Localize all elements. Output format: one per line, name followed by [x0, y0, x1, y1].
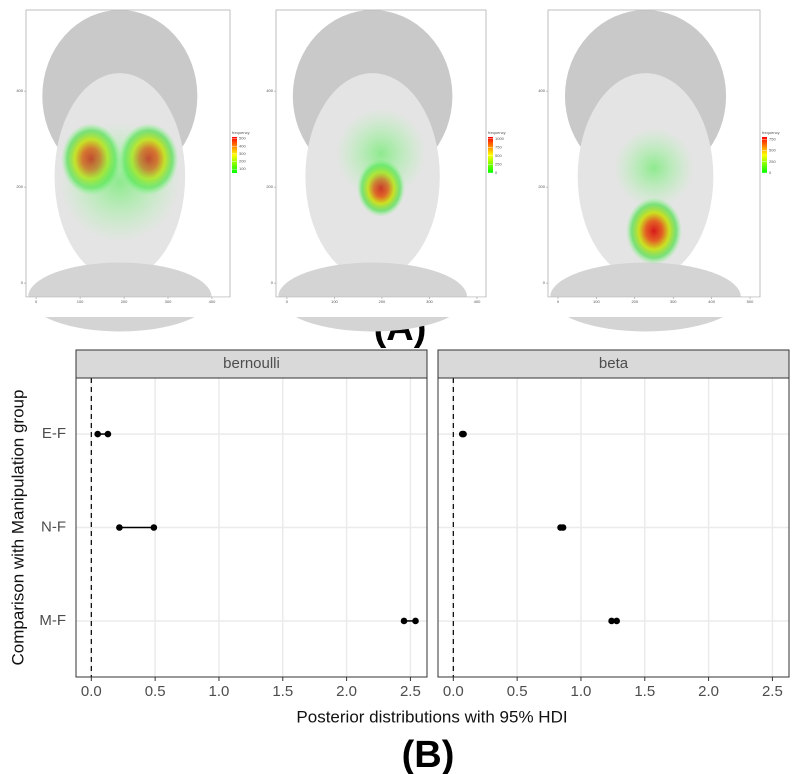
- legend-label: 200: [239, 159, 246, 164]
- x-tick-label: 300: [670, 299, 677, 304]
- y-tick-label: 200: [538, 184, 545, 189]
- x-tick-label: 2.0: [336, 683, 357, 700]
- x-tick-label: 0.0: [81, 683, 102, 700]
- clip-bottom: [548, 297, 760, 317]
- heat-spot: [626, 197, 682, 265]
- x-tick-label: 2.5: [762, 683, 783, 700]
- legend-bar: [232, 137, 237, 173]
- strip-label: beta: [599, 355, 629, 372]
- legend-label: 1000: [495, 136, 505, 141]
- clip-bottom: [276, 297, 486, 317]
- legend-label: 250: [769, 159, 776, 164]
- legend-title: frequency: [232, 130, 250, 135]
- legend-label: 500: [239, 136, 246, 141]
- heat-spot: [614, 127, 694, 208]
- strip: [437, 349, 790, 379]
- x-tick-label: 0.0: [443, 683, 464, 700]
- x-tick-label: 1.5: [272, 683, 293, 700]
- clip-bottom: [26, 297, 230, 317]
- legend-label: 250: [495, 161, 502, 166]
- x-tick-label: 400: [474, 299, 481, 304]
- dot: [116, 524, 123, 531]
- legend-title: frequency: [488, 130, 506, 135]
- x-tick-label: 400: [708, 299, 715, 304]
- x-tick-label: 300: [165, 299, 172, 304]
- x-tick-label: 100: [77, 299, 84, 304]
- strip-label: bernoulli: [223, 355, 280, 372]
- y-tick-label: N-F: [41, 518, 66, 535]
- legend-bar: [488, 137, 493, 173]
- panel-border: [75, 377, 428, 678]
- plot-frame-border: [275, 9, 487, 298]
- y-tick-label: 400: [16, 88, 23, 93]
- dot: [608, 617, 615, 625]
- dot: [613, 617, 620, 625]
- dot: [104, 430, 112, 438]
- legend-label: 500: [769, 148, 776, 153]
- legend-label: 750: [769, 136, 776, 141]
- y-tick-label: E-F: [42, 425, 66, 442]
- x-tick-label: 2.5: [400, 683, 421, 700]
- x-tick-label: 0: [35, 299, 38, 304]
- y-tick-label: 200: [16, 184, 23, 189]
- x-tick-label: 0.5: [507, 683, 528, 700]
- legend-label: 400: [239, 143, 246, 148]
- x-tick-label: 400: [209, 299, 216, 304]
- x-tick-label: 200: [121, 299, 128, 304]
- y-tick-label: 0: [543, 280, 546, 285]
- panel-border: [437, 377, 790, 678]
- heat-spot: [59, 122, 180, 243]
- y-tick-label: 0: [271, 280, 274, 285]
- dot: [460, 430, 467, 438]
- panel-label: (B): [402, 734, 455, 774]
- plot-frame-border: [547, 9, 761, 298]
- legend-label: 0: [495, 170, 498, 175]
- dot: [400, 617, 408, 625]
- heat-spot: [336, 108, 426, 199]
- y-tick-label: M-F: [39, 612, 66, 629]
- x-tick-label: 1.0: [571, 683, 592, 700]
- x-tick-label: 1.5: [634, 683, 655, 700]
- y-tick-label: 0: [21, 280, 24, 285]
- x-tick-label: 500: [747, 299, 754, 304]
- legend-label: 0: [769, 170, 772, 175]
- legend-label: 300: [239, 151, 246, 156]
- x-tick-label: 300: [426, 299, 433, 304]
- dot: [150, 524, 158, 531]
- x-tick-label: 200: [379, 299, 386, 304]
- x-tick-label: 100: [331, 299, 338, 304]
- x-tick-label: 0.5: [145, 683, 166, 700]
- x-tick-label: 1.0: [209, 683, 230, 700]
- legend-label: 100: [239, 166, 246, 171]
- x-tick-label: 2.0: [698, 683, 719, 700]
- x-tick-label: 0: [557, 299, 560, 304]
- legend-label: 500: [495, 153, 502, 158]
- x-axis-title: Posterior distributions with 95% HDI: [296, 707, 567, 726]
- dot: [94, 430, 101, 438]
- y-tick-label: 400: [538, 88, 545, 93]
- y-axis-title: Comparison with Manipulation group: [8, 390, 27, 666]
- legend-label: 750: [495, 144, 502, 149]
- y-tick-label: 400: [266, 88, 273, 93]
- legend-title: frequency: [762, 130, 780, 135]
- x-tick-label: 200: [631, 299, 638, 304]
- plot-frame-border: [25, 9, 231, 298]
- x-tick-label: 0: [286, 299, 289, 304]
- dot: [559, 524, 567, 531]
- x-tick-label: 100: [593, 299, 600, 304]
- legend-bar: [762, 137, 767, 173]
- dot: [412, 617, 419, 625]
- y-tick-label: 200: [266, 184, 273, 189]
